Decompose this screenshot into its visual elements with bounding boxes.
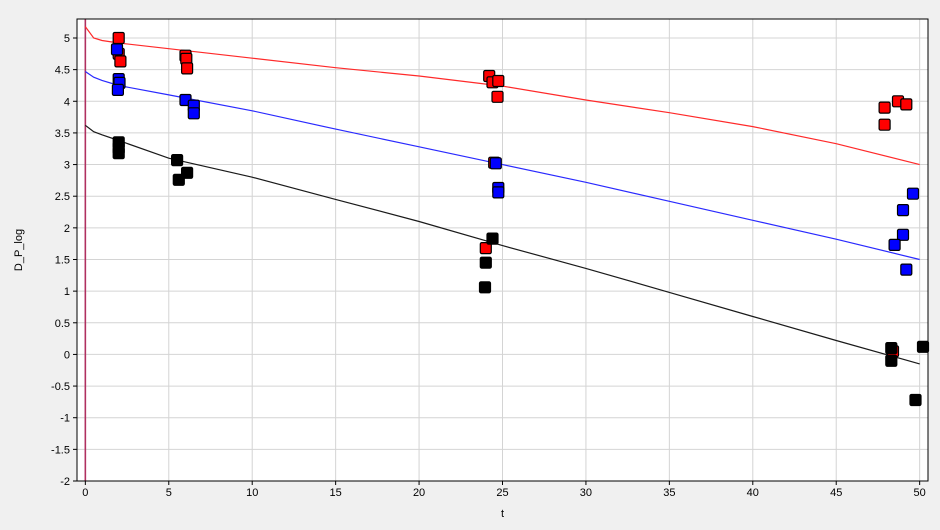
x-tick-label: 40 <box>747 487 759 499</box>
y-tick-label: -0.5 <box>51 381 70 393</box>
point-series-1 <box>896 204 910 217</box>
point-series-0 <box>491 90 504 103</box>
x-tick-label: 45 <box>830 487 842 499</box>
point-series-2 <box>916 340 930 353</box>
point-series-0 <box>112 31 125 45</box>
y-tick-label: 4 <box>64 96 70 108</box>
fitted-curves <box>84 26 920 365</box>
y-tick-label: 1.5 <box>55 254 70 266</box>
x-tick-label: 20 <box>413 487 425 499</box>
x-tick-label: 30 <box>580 487 592 499</box>
x-tick-label: 5 <box>166 487 172 499</box>
y-tick-label: 3 <box>64 160 70 172</box>
x-axis-ticks: 0 5 10 15 20 25 30 35 40 45 50 <box>82 481 926 499</box>
point-series-2 <box>479 256 492 269</box>
point-series-2 <box>478 281 492 294</box>
x-tick-label: 50 <box>914 487 926 499</box>
point-series-0 <box>878 118 891 131</box>
y-tick-label: 2 <box>64 223 70 235</box>
point-series-1 <box>906 187 920 200</box>
point-series-2 <box>112 147 125 160</box>
curve-1 <box>84 71 920 261</box>
y-tick-label: -1 <box>60 413 70 425</box>
x-tick-label: 35 <box>663 487 675 499</box>
x-tick-label: 0 <box>82 487 88 499</box>
point-series-2 <box>171 154 184 167</box>
point-series-1 <box>492 186 505 199</box>
y-tick-label: -2 <box>60 476 70 488</box>
data-points <box>110 31 930 407</box>
point-series-2 <box>885 342 898 355</box>
point-series-0 <box>181 62 194 75</box>
y-tick-label: 5 <box>64 33 70 45</box>
point-series-0 <box>900 98 913 111</box>
point-series-1 <box>187 107 200 120</box>
x-tick-label: 15 <box>330 487 342 499</box>
point-series-2 <box>885 354 898 367</box>
y-tick-label: 0.5 <box>55 318 70 330</box>
point-series-1 <box>111 83 125 97</box>
y-tick-label: 3.5 <box>55 128 70 140</box>
y-axis-ticks: -2 -1.5 -1 -0.5 0 0.5 1 1.5 2 2.5 3 3.5 4 4.5 5 <box>51 33 77 488</box>
point-series-2 <box>486 232 499 245</box>
point-series-0 <box>114 55 127 68</box>
point-series-1 <box>110 43 124 56</box>
y-tick-label: 4.5 <box>55 65 70 77</box>
y-tick-label: 1 <box>64 286 70 298</box>
point-series-0 <box>878 101 891 114</box>
point-series-1 <box>489 157 502 170</box>
point-series-0 <box>492 74 505 88</box>
point-series-2 <box>181 166 194 179</box>
point-series-2 <box>909 393 922 407</box>
point-series-1 <box>896 228 910 241</box>
point-series-1 <box>888 238 901 251</box>
y-axis-label: D_P_log <box>13 229 25 271</box>
curve-0 <box>84 26 920 166</box>
point-series-0 <box>479 242 492 255</box>
x-axis-label: t <box>501 508 504 520</box>
y-tick-label: -1.5 <box>51 444 70 456</box>
y-tick-label: 2.5 <box>55 191 70 203</box>
x-tick-label: 25 <box>496 487 508 499</box>
curve-2 <box>84 124 920 365</box>
x-tick-label: 10 <box>246 487 258 499</box>
point-series-1 <box>900 263 913 276</box>
y-tick-label: 0 <box>64 349 70 361</box>
